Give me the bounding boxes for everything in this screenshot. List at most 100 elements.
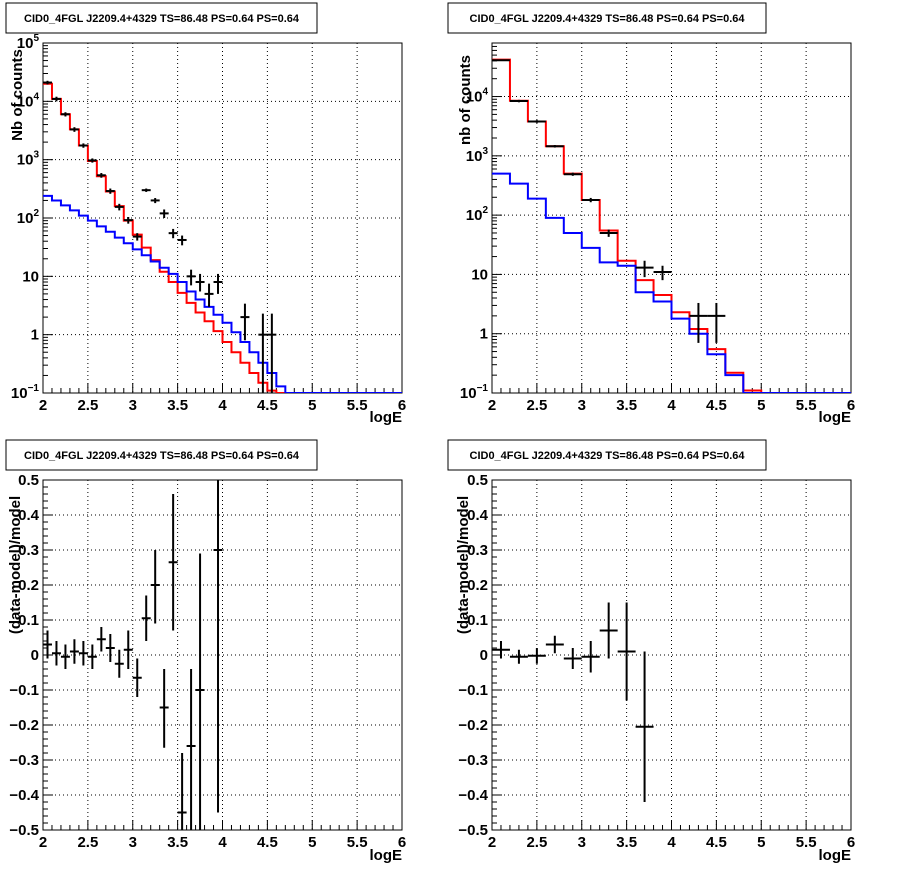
residual-point xyxy=(492,641,510,659)
x-tick-label: 2 xyxy=(39,834,47,851)
x-tick-label: 2.5 xyxy=(77,397,98,414)
x-tick-label: 3 xyxy=(129,834,137,851)
residual-point xyxy=(617,602,636,701)
plot-area xyxy=(43,80,402,393)
y-tick-label: 1 xyxy=(31,327,39,344)
y-tick-label: 105 xyxy=(17,33,40,52)
y-tick-label: 103 xyxy=(17,150,40,169)
data-point xyxy=(60,112,70,117)
y-tick-exponent: 5 xyxy=(33,33,39,44)
y-tick-label: 104 xyxy=(466,87,489,106)
plot-frame xyxy=(42,479,403,831)
y-tick-exponent: 4 xyxy=(33,91,39,102)
x-tick-label: 5 xyxy=(308,397,316,414)
data-point xyxy=(213,273,223,294)
y-tick-exponent: 3 xyxy=(33,150,39,161)
x-tick-label: 4.5 xyxy=(257,397,278,414)
residual-point xyxy=(132,658,142,697)
x-tick-label: 2.5 xyxy=(77,834,98,851)
x-tick-label: 6 xyxy=(847,834,855,851)
y-tick-label: 0.1 xyxy=(467,612,488,629)
residual-point xyxy=(213,480,223,813)
title-box xyxy=(5,2,318,34)
y-tick-label: −0.4 xyxy=(9,787,39,804)
data-point xyxy=(492,59,510,62)
residual-point xyxy=(545,635,564,654)
y-tick-base: 10 xyxy=(17,152,34,169)
plot-area xyxy=(43,480,223,830)
x-tick-label: 2 xyxy=(488,397,496,414)
data-point xyxy=(653,265,672,281)
model-component-histogram xyxy=(492,172,851,393)
y-tick-label: −0.1 xyxy=(458,682,488,699)
data-point xyxy=(177,235,187,246)
data-point xyxy=(258,313,268,393)
y-tick-label: −0.3 xyxy=(458,752,488,769)
residual-point xyxy=(78,641,88,666)
x-axis-title: logE xyxy=(819,409,852,426)
data-point xyxy=(581,197,600,203)
y-tick-label: 0.2 xyxy=(467,577,488,594)
title-box xyxy=(447,2,767,34)
y-tick-base: 10 xyxy=(11,385,28,402)
data-point xyxy=(105,188,115,194)
plot-area xyxy=(492,602,654,802)
y-tick-exponent: 3 xyxy=(482,146,488,157)
data-point xyxy=(599,229,618,237)
y-tick-label: −0.3 xyxy=(9,752,39,769)
model-component-histogram xyxy=(43,194,402,393)
y-tick-label: 10 xyxy=(22,268,39,285)
y-tick-label: −0.1 xyxy=(9,682,39,699)
y-tick-label: 0.4 xyxy=(18,507,40,524)
residual-point xyxy=(186,669,196,830)
data-point xyxy=(43,80,52,85)
y-tick-base: 10 xyxy=(17,93,34,110)
y-tick-label: −0.4 xyxy=(458,787,488,804)
y-tick-label: 0.4 xyxy=(467,507,489,524)
data-point xyxy=(69,127,79,132)
y-tick-label: 0.1 xyxy=(18,612,39,629)
data-point xyxy=(51,96,61,102)
x-tick-label: 6 xyxy=(847,397,855,414)
y-tick-label: −0.5 xyxy=(458,822,488,839)
chart-panel-3: CID0_4FGL J2209.4+4329 TS=86.48 PS=0.64 … xyxy=(5,439,406,864)
y-tick-label: 0 xyxy=(480,647,488,664)
x-tick-label: 3 xyxy=(578,397,586,414)
residual-point xyxy=(60,644,70,669)
y-tick-base: 10 xyxy=(17,35,34,52)
y-tick-label: 0.5 xyxy=(18,472,39,489)
y-tick-exponent: −1 xyxy=(477,383,489,394)
y-tick-label: −0.5 xyxy=(9,822,39,839)
data-point xyxy=(132,233,142,241)
y-tick-exponent: 2 xyxy=(33,208,39,219)
x-tick-label: 5.5 xyxy=(347,397,368,414)
chart-title: CID0_4FGL J2209.4+4329 TS=86.48 PS=0.64 … xyxy=(24,13,300,25)
y-tick-base: 1 xyxy=(480,326,488,343)
y-tick-label: 10−1 xyxy=(11,383,40,402)
residual-point xyxy=(87,644,97,669)
residual-point xyxy=(159,669,169,748)
x-tick-label: 4 xyxy=(218,834,227,851)
y-tick-label: 0.3 xyxy=(467,542,488,559)
x-tick-label: 2 xyxy=(488,834,496,851)
x-tick-label: 2.5 xyxy=(526,397,547,414)
data-point xyxy=(635,260,654,278)
residual-point xyxy=(635,651,654,802)
x-tick-label: 5 xyxy=(757,834,765,851)
y-tick-label: 1 xyxy=(480,326,488,343)
y-axis-title: (data-model)/model xyxy=(455,496,472,634)
x-tick-label: 4 xyxy=(218,397,227,414)
x-tick-label: 4.5 xyxy=(706,834,727,851)
x-tick-label: 3 xyxy=(129,397,137,414)
y-tick-label: 0.3 xyxy=(18,542,39,559)
y-axis-title: (data-model)/model xyxy=(7,496,24,634)
x-tick-label: 5.5 xyxy=(796,834,817,851)
plot-frame xyxy=(491,479,852,831)
y-tick-base: 10 xyxy=(460,385,477,402)
residual-point xyxy=(195,553,205,830)
residual-point xyxy=(51,641,61,666)
residual-point xyxy=(150,550,160,624)
x-axis-title: logE xyxy=(819,847,852,864)
y-tick-label: 103 xyxy=(466,146,489,165)
x-axis-title: logE xyxy=(370,847,403,864)
